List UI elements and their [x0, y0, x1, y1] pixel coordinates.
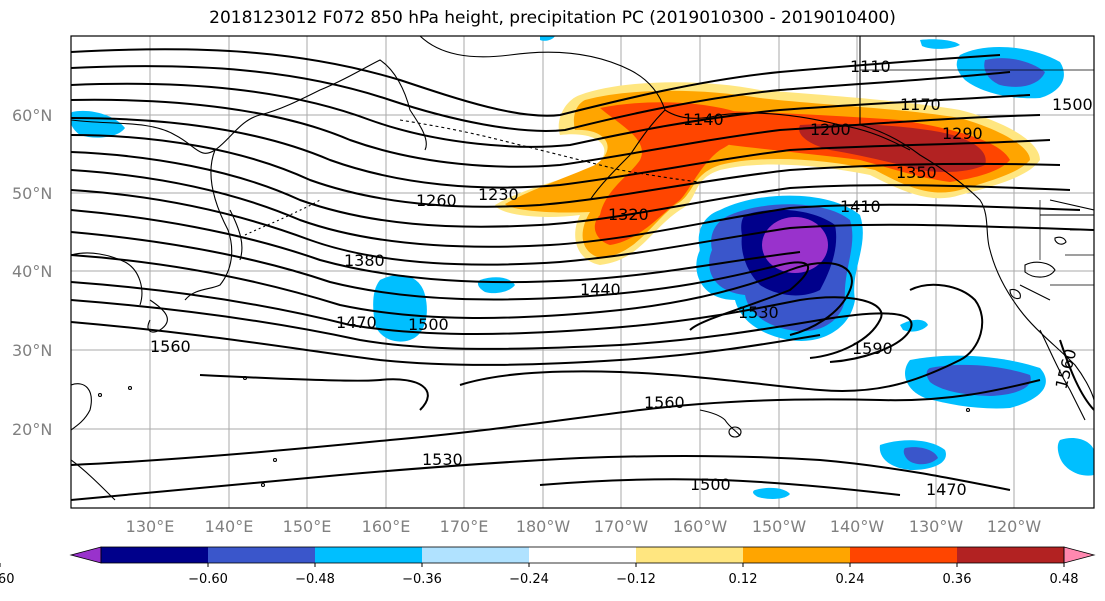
lon-tick-label: 130°E	[126, 517, 175, 536]
lon-tick-label: 130°W	[909, 517, 964, 536]
latitude-labels: 60°N 50°N 40°N 30°N 20°N	[12, 106, 52, 439]
colorbar-tick-label: 0.48	[1050, 572, 1079, 587]
map-title: 2018123012 F072 850 hPa height, precipit…	[209, 8, 896, 28]
contour-label: 1590	[852, 339, 893, 358]
colorbar-segment	[957, 547, 1064, 563]
colorbar-segment	[422, 547, 529, 563]
contour-label: 1260	[416, 191, 457, 210]
contour-label: 1230	[478, 185, 519, 204]
colorbar-segment	[208, 547, 315, 563]
lon-tick-label: 140°E	[205, 517, 254, 536]
contour-label: 1530	[738, 303, 779, 322]
lat-tick-label: 50°N	[12, 184, 52, 203]
colorbar-labels: −0.60 −0.48 −0.36 −0.24 −0.12 0.12 0.24 0.36 0.4…	[0, 563, 1078, 587]
lon-tick-label: 150°E	[283, 517, 332, 536]
map-frame	[70, 35, 1095, 509]
contour-label: 1470	[926, 480, 967, 499]
colorbar-tick-label: 0.36	[943, 572, 972, 587]
lat-tick-label: 40°N	[12, 262, 52, 281]
contour-label: 1140	[683, 110, 724, 129]
lon-tick-label: 140°W	[830, 517, 885, 536]
longitude-labels: 130°E 140°E 150°E 160°E 170°E 180°W 170°…	[126, 517, 1042, 536]
colorbar-segment	[529, 547, 636, 563]
colorbar-tick-label: −0.60	[188, 572, 228, 587]
contour-label: 1560	[644, 393, 685, 412]
lon-tick-label: 160°W	[673, 517, 728, 536]
lat-tick-label: 20°N	[12, 420, 52, 439]
lon-tick-label: 170°E	[440, 517, 489, 536]
contour-label: 1320	[608, 205, 649, 224]
colorbar-segment	[315, 547, 422, 563]
colorbar-outline	[100, 546, 1065, 564]
contour-label: 1440	[580, 280, 621, 299]
lon-tick-label: 150°W	[752, 517, 807, 536]
colorbar-extend-low	[69, 546, 102, 564]
lon-tick-label: 170°W	[594, 517, 649, 536]
contour-label: 1470	[336, 313, 377, 332]
contour-label: 1380	[344, 251, 385, 270]
colorbar-tick-label: 0.12	[729, 572, 758, 587]
contour-label: 1500	[1052, 95, 1093, 114]
lon-tick-label: 120°W	[987, 517, 1042, 536]
contour-label: 1350	[896, 163, 937, 182]
colorbar-tick-label: 0.24	[836, 572, 865, 587]
contour-label: 1200	[810, 120, 851, 139]
contour-label: 1530	[422, 450, 463, 469]
contour-label: 1560	[150, 337, 191, 356]
lat-tick-label: 60°N	[12, 106, 52, 125]
colorbar-segment	[850, 547, 957, 563]
colorbar-segment	[636, 547, 743, 563]
contour-label: 1170	[900, 95, 941, 114]
lat-tick-label: 30°N	[12, 341, 52, 360]
colorbar-tick-label: −0.12	[616, 572, 656, 587]
colorbar-tick-label: −0.48	[295, 572, 335, 587]
map-area: 1110 1140 1170 1200 1230 1260 1290 1320 …	[71, 36, 1094, 508]
lon-tick-label: 180°W	[516, 517, 571, 536]
height-contours	[71, 48, 1094, 501]
colorbar-tick-label: −0.36	[402, 572, 442, 587]
colorbar-tick-label: −0.24	[509, 572, 549, 587]
contour-label: 1290	[942, 124, 983, 143]
contour-label: 1110	[850, 57, 891, 76]
colorbar-segment	[743, 547, 850, 563]
colorbar-tick-label: 0.60	[0, 572, 14, 587]
contour-label: 1500	[408, 315, 449, 334]
lon-tick-label: 160°E	[362, 517, 411, 536]
colorbar	[69, 546, 1096, 564]
contour-label: 1410	[840, 197, 881, 216]
contour-label: 1500	[690, 475, 731, 494]
colorbar-segment	[101, 547, 208, 563]
colorbar-extend-high	[1063, 546, 1096, 564]
